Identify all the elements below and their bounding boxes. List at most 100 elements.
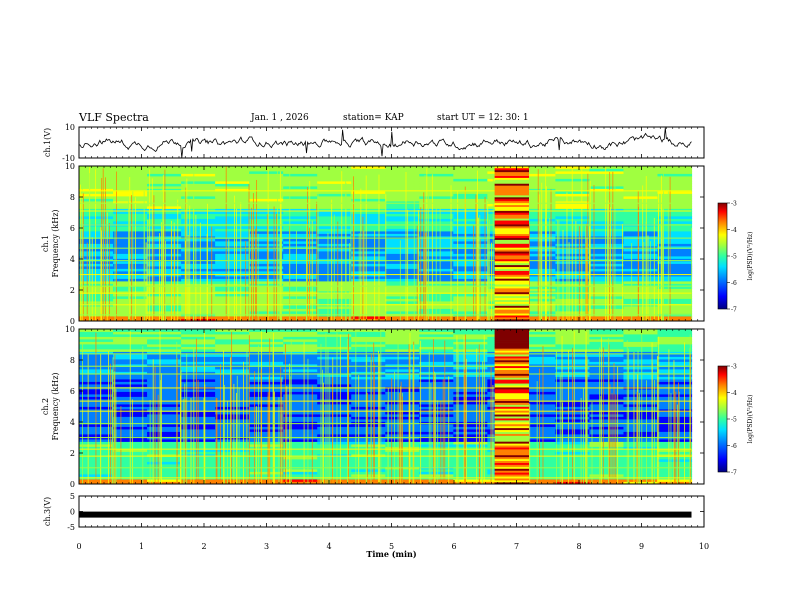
spectrogram-cell [521,291,556,294]
sferic-streak [457,343,459,484]
spectrogram-cell [249,211,284,214]
spectrogram-cell [453,281,488,284]
spectrogram-cell [351,376,386,380]
sferic-streak [611,393,613,484]
burst-cell [494,270,529,273]
spectrogram-cell [147,394,182,397]
spectrogram-cell [351,404,386,407]
spectrogram-cell [419,193,454,197]
spectrogram-cell [657,236,693,239]
spectrogram-cell [215,253,250,257]
spectrogram-cell [351,414,386,417]
sferic-streak [317,183,319,321]
sferic-streak [600,337,602,484]
spectrogram-cell [317,354,352,357]
spectrogram-cell [283,178,318,182]
spectrogram-cell [147,474,182,477]
sferic-streak [101,230,102,321]
sferic-streak [104,177,106,321]
burst-cell [494,453,529,456]
spectrogram-cell [453,296,488,299]
spectrogram-cell [521,331,556,335]
spectrogram-cell [351,359,386,362]
sferic-streak [385,194,387,321]
spectrogram-cell [351,344,386,347]
spectrogram-cell [453,366,488,370]
spectrogram-cell [385,178,420,182]
spectrogram-cell [283,379,318,382]
spectrogram-cell [385,346,420,350]
spectrogram-cell [351,451,386,455]
spectrogram-cell [419,374,454,377]
spectrogram-cell [385,354,420,357]
spectrogram-cell [113,183,148,187]
spectrogram-cell [215,329,250,332]
spectrogram-cell [623,426,659,430]
spectrogram-cell [79,236,114,239]
spectrogram-cell [113,226,148,229]
spectrogram-cell [623,414,659,417]
spectrogram-cell [113,276,148,279]
spectrogram-cell [79,329,114,332]
sferic-streak [662,196,663,321]
spectrogram-cell [589,456,625,460]
colorbar-tick-label: -4 [731,227,737,234]
spectrogram-cell [453,271,488,274]
spectrogram-cell [589,446,625,450]
sferic-streak [628,348,629,484]
sferic-streak [149,169,151,321]
spectrogram-cell [147,253,182,257]
spectrogram-cell [589,166,625,169]
spectrogram-cell [317,431,352,435]
spectrogram-cell [589,449,625,452]
spectrogram-cell [623,283,659,287]
spectrogram-cell [657,344,693,347]
spectrogram-cell [79,301,114,304]
sferic-streak [541,182,543,321]
spectrogram-cell [249,181,284,184]
spectrogram-cell [147,176,182,179]
spectrogram-cell [249,441,284,445]
spectrogram-cell [419,439,454,442]
spectrogram-cell [623,379,659,382]
spectrogram-cell [215,316,250,319]
spectrogram-cell [181,288,216,292]
narrowband-line [79,373,692,375]
spectrogram-cell [215,298,250,302]
spectrogram-cell [453,198,488,202]
spectrogram-cell [113,201,148,204]
spectrogram-cell [589,173,625,177]
spectrogram-cell [589,341,625,345]
spectrogram-cell [657,346,693,350]
spectrogram-cell [623,419,659,422]
spectrogram-cell [215,446,250,450]
burst-cell [494,297,529,300]
sferic-streak [102,168,104,321]
sferic-streak [289,166,291,321]
spectrogram-cell [589,396,625,400]
spectrogram-cell [521,471,556,475]
spectrogram-cell [453,293,488,297]
spectrogram-cell [147,293,182,297]
spectrogram-cell [521,211,556,214]
spectrogram-cell [351,198,386,202]
spectrogram-cell [351,401,386,405]
spectrogram-cell [419,356,454,360]
spectrogram-cell [79,306,114,309]
spectrogram-cell [181,258,216,262]
spectrogram-cell [317,371,352,375]
spectrogram-cell [623,344,659,347]
spectrogram-cell [147,409,182,412]
sferic-streak [440,400,442,484]
spectrogram-cell [317,188,352,192]
spectrogram-cell [351,351,386,355]
spectrogram-cell [623,334,659,337]
spectrogram-cell [283,266,318,269]
spectrogram-cell [79,281,114,284]
spectrogram-cell [419,401,454,405]
spectrogram-cell [249,401,284,405]
sferic-streak [327,232,329,321]
spectrogram-cell [181,268,216,272]
spectrogram-cell [351,441,386,445]
spectrogram-cell [317,361,352,365]
